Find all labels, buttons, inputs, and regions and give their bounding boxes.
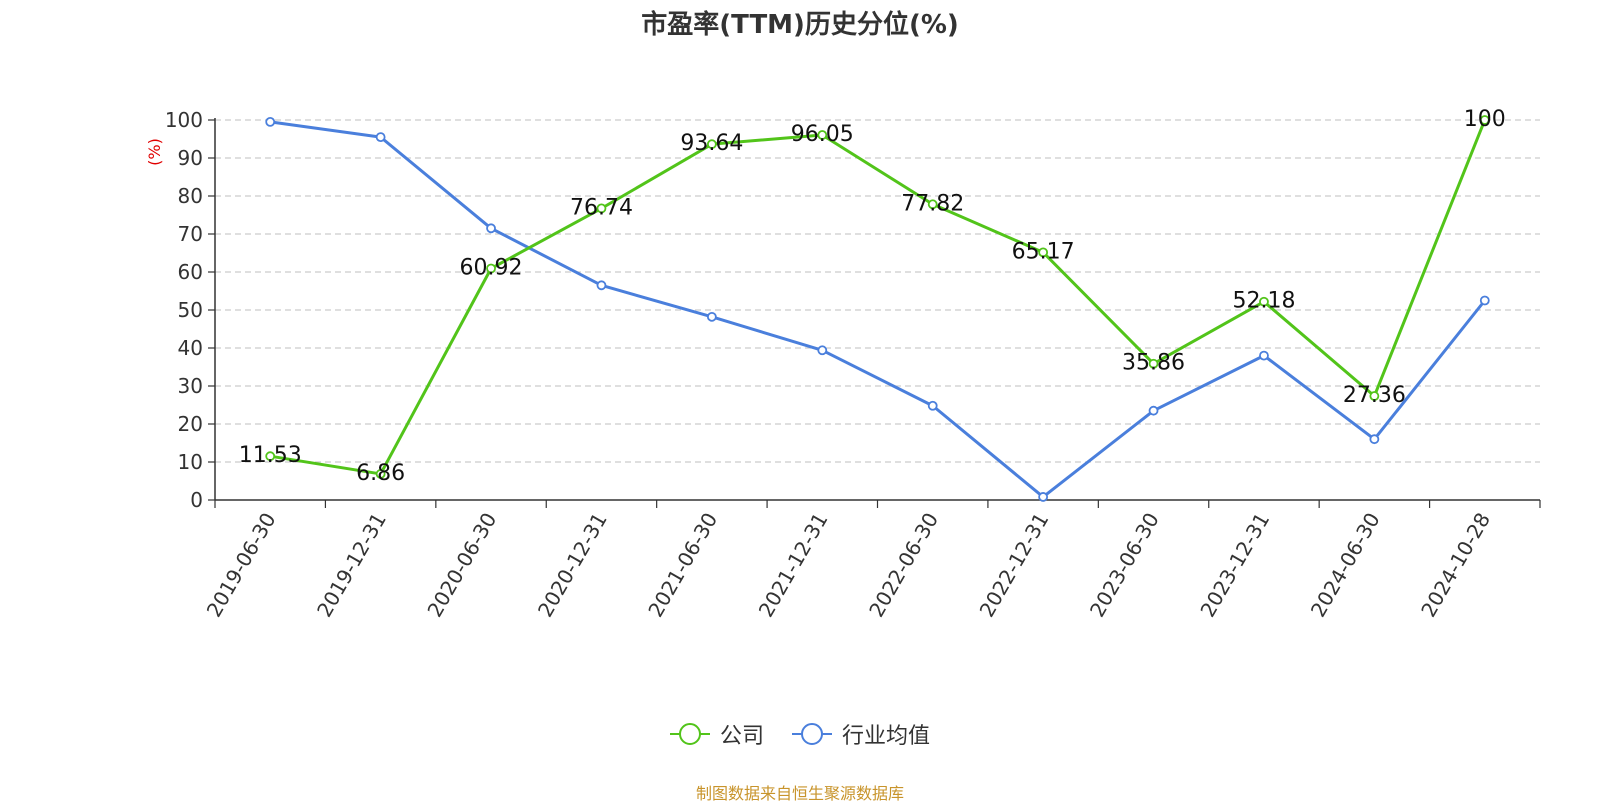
x-tick-label: 2023-06-30: [1085, 509, 1164, 622]
data-point: [596, 203, 607, 214]
series: [265, 115, 1490, 502]
data-label: 96.05: [791, 122, 854, 147]
data-label: 6.86: [356, 461, 405, 486]
x-tick-label: 2020-12-31: [533, 509, 612, 622]
y-tick-label: 80: [178, 184, 203, 208]
data-point: [1259, 350, 1269, 361]
data-point: [706, 311, 717, 322]
y-tick-label: 0: [190, 488, 203, 512]
grid-lines: [215, 119, 1540, 463]
legend-item-industry[interactable]: 行业均值: [792, 718, 930, 750]
legend-line-circle-icon: [669, 723, 710, 745]
y-tick-label: 30: [178, 374, 203, 398]
data-point: [375, 132, 386, 143]
data-label: 60.92: [460, 256, 523, 281]
data-label: 11.53: [239, 443, 302, 468]
data-point: [596, 280, 607, 291]
data-point: [1479, 115, 1490, 125]
x-tick-label: 2022-12-31: [975, 509, 1054, 622]
chart-title: 市盈率(TTM)历史分位(%): [641, 10, 959, 40]
series-line: [269, 119, 1487, 476]
y-tick-label: 20: [178, 412, 203, 436]
x-tick-label: 2020-06-30: [422, 508, 501, 621]
data-point: [486, 263, 496, 274]
legend-item-company[interactable]: 公司: [669, 718, 764, 750]
y-tick-label: 90: [178, 146, 203, 170]
data-labels: 11.53 6.86 60.92 76.74 93.64 96.05 77.82 65.17 3…: [239, 107, 1506, 486]
legend-label-company: 公司: [719, 724, 764, 749]
data-label: 27.36: [1343, 383, 1406, 408]
x-tick-label: 2019-12-31: [312, 509, 391, 622]
legend: 公司 行业均值: [0, 718, 1600, 750]
y-tick-label: 40: [178, 336, 203, 360]
x-tick-label: 2021-06-30: [643, 509, 722, 622]
data-point: [1148, 358, 1159, 369]
data-label: 35.86: [1122, 351, 1185, 376]
data-point: [927, 199, 938, 210]
x-tick-label: 2019-06-30: [202, 509, 281, 622]
data-label: 65.17: [1012, 239, 1075, 264]
data-point: [1369, 391, 1380, 401]
y-tick-label: 60: [178, 260, 203, 284]
y-tick-label: 70: [178, 222, 203, 246]
x-tick-label: 2021-12-31: [754, 509, 833, 622]
data-point: [817, 345, 828, 356]
data-point: [817, 130, 828, 140]
data-point: [265, 451, 276, 462]
data-label: 52.18: [1232, 289, 1295, 314]
data-point: [706, 139, 717, 150]
x-tick-label: 2024-06-30: [1306, 509, 1385, 622]
data-label: 100: [1464, 107, 1506, 132]
x-tick-label: 2022-06-30: [864, 508, 943, 621]
data-point: [265, 117, 276, 127]
x-tick-label: 2024-10-28: [1416, 509, 1495, 622]
data-label: 93.64: [680, 131, 743, 156]
legend-label-industry: 行业均值: [842, 724, 931, 749]
data-point: [1259, 296, 1269, 307]
legend-line-circle-icon: [792, 723, 832, 745]
data-label: 77.82: [901, 191, 964, 216]
source-note: 制图数据来自恒生聚源数据库: [695, 784, 904, 803]
data-point: [927, 400, 938, 411]
series-line: [270, 120, 1486, 499]
y-tick-label: 10: [178, 450, 203, 474]
data-point: [1479, 295, 1490, 306]
data-point: [1038, 247, 1049, 258]
data-point: [1148, 405, 1159, 416]
y-tick-label: 100: [165, 108, 203, 132]
data-point: [1369, 434, 1380, 445]
y-axis-label: (%): [145, 138, 164, 166]
data-point: [375, 469, 386, 479]
data-point: [486, 223, 496, 234]
x-tick-label: 2023-12-31: [1195, 509, 1274, 622]
y-tick-label: 50: [178, 298, 203, 322]
data-point: [1038, 492, 1049, 502]
data-label: 76.74: [570, 195, 633, 220]
